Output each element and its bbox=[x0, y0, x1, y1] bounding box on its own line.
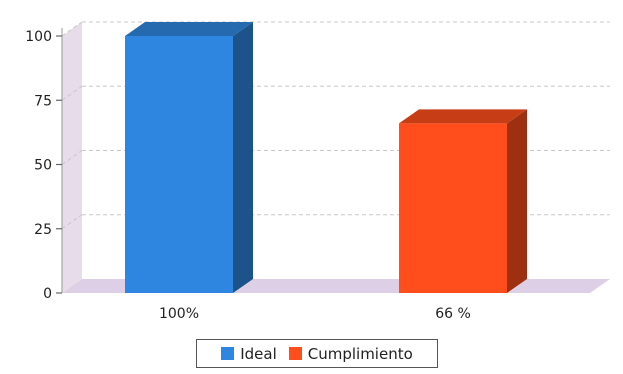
bar-cumplimiento bbox=[399, 109, 527, 293]
bar-top-ideal bbox=[125, 22, 253, 36]
bar-front-ideal bbox=[125, 36, 233, 293]
plot-side-wall bbox=[62, 22, 82, 293]
bar-ideal bbox=[125, 22, 253, 293]
x-tick-label-0: 100% bbox=[159, 306, 199, 322]
y-tick-label-100: 100 bbox=[25, 29, 52, 45]
legend-item-cumplimiento: Cumplimiento bbox=[288, 344, 413, 363]
legend-swatch-cumplimiento bbox=[288, 347, 302, 360]
y-tick-label-75: 75 bbox=[34, 93, 52, 109]
bar-top-cumplimiento bbox=[399, 109, 527, 124]
bar-front-cumplimiento bbox=[399, 123, 507, 293]
bar-layer bbox=[125, 22, 527, 293]
legend: Ideal Cumplimiento bbox=[196, 339, 438, 368]
legend-label-cumplimiento: Cumplimiento bbox=[307, 344, 413, 363]
x-tick-label-1: 66 % bbox=[435, 306, 471, 322]
y-tick-label-0: 0 bbox=[43, 286, 52, 302]
legend-item-ideal: Ideal bbox=[221, 345, 277, 363]
legend-label-ideal: Ideal bbox=[240, 344, 277, 363]
bar-side-cumplimiento bbox=[507, 109, 527, 293]
legend-swatch-ideal bbox=[221, 347, 235, 360]
bar-side-ideal bbox=[233, 22, 253, 293]
y-tick-label-50: 50 bbox=[34, 158, 52, 174]
y-tick-label-25: 25 bbox=[34, 222, 52, 238]
axis-layer: 0 25 50 75 100 100% 66 % bbox=[25, 28, 471, 322]
